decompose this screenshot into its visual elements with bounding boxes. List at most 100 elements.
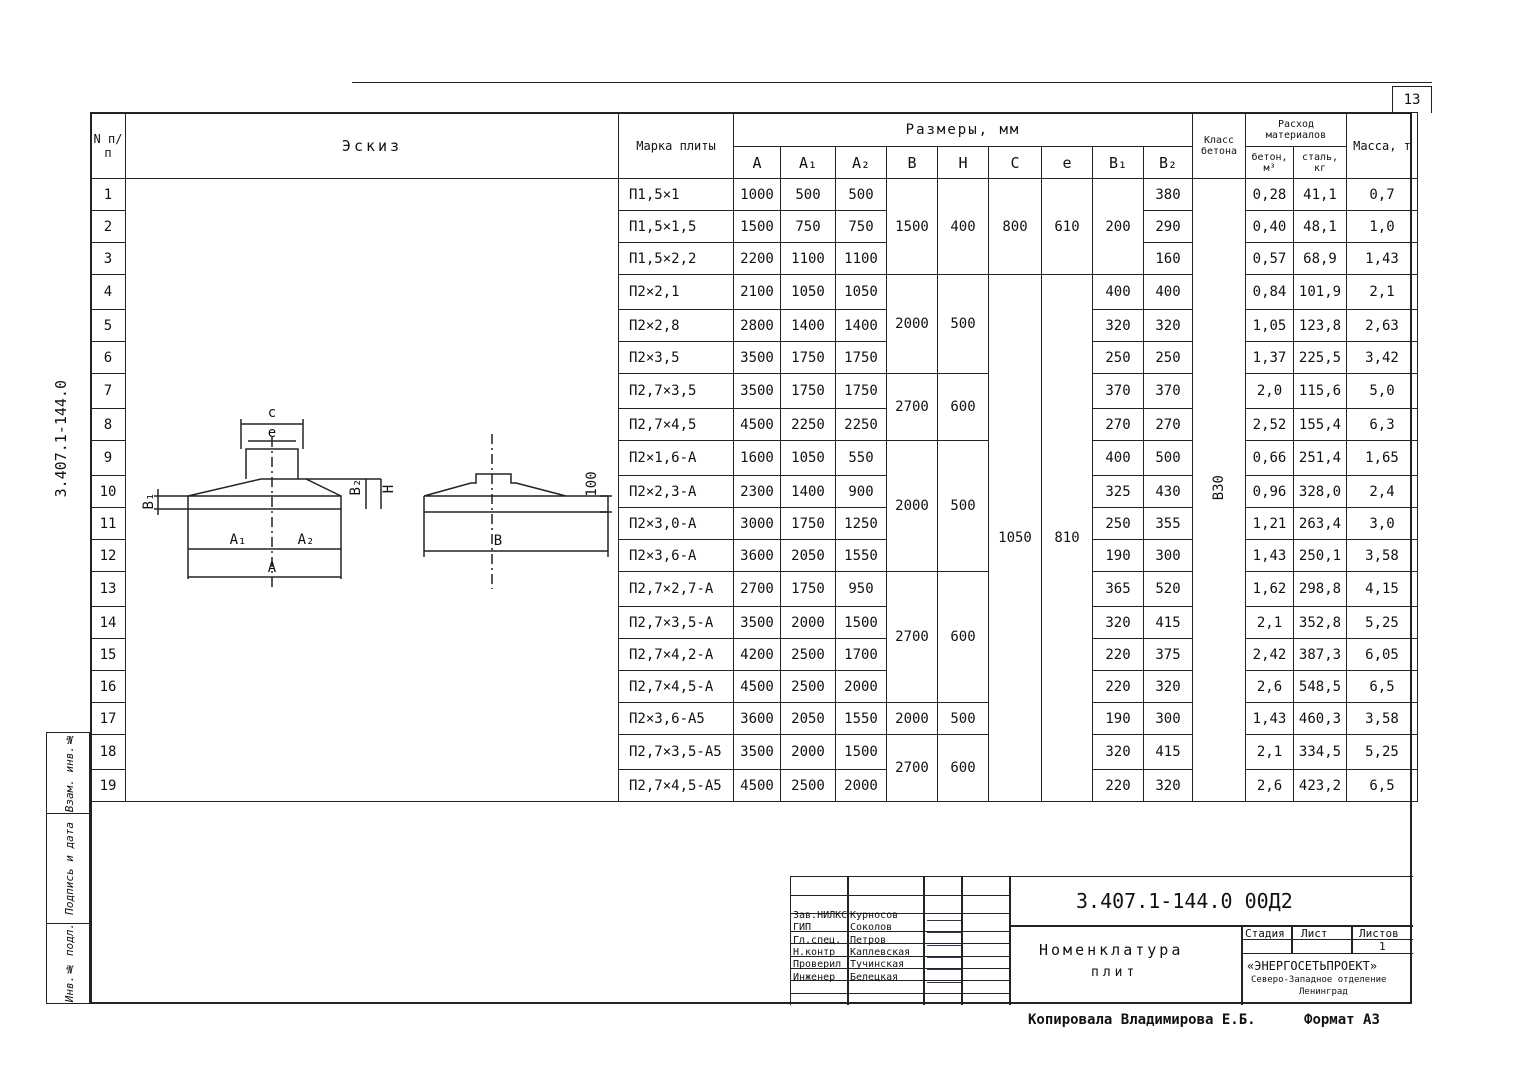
- dim-a1: 1750: [780, 507, 836, 540]
- plate-mark: П2×3,6-А5: [618, 702, 734, 735]
- dim-a1: 2050: [780, 539, 836, 572]
- copied-by: Копировала Владимирова Е.Б.: [1028, 1012, 1256, 1028]
- plate-mark: П1,5×1,5: [618, 210, 734, 243]
- row-number: 2: [90, 210, 126, 243]
- dim-b: 2700: [886, 373, 938, 441]
- plate-mark: П2×2,3-А: [618, 475, 734, 508]
- plate-mass: 1,0: [1346, 210, 1418, 243]
- dim-a: 1500: [733, 210, 781, 243]
- row-number: 8: [90, 408, 126, 441]
- steel-mass: 298,8: [1293, 571, 1347, 607]
- plate-mark: П2×1,6-А: [618, 440, 734, 476]
- dim-a: 3600: [733, 539, 781, 572]
- concrete-volume: 1,62: [1245, 571, 1294, 607]
- dim-a2: 950: [835, 571, 887, 607]
- concrete-volume: 0,57: [1245, 242, 1294, 275]
- concrete-volume: 0,28: [1245, 178, 1294, 211]
- header-dim-col: e: [1041, 146, 1093, 179]
- dim-h: 600: [937, 734, 989, 802]
- dim-a2: 1700: [835, 638, 887, 671]
- plate-mark: П2,7×4,2-А: [618, 638, 734, 671]
- dim-b1: 400: [1092, 274, 1144, 310]
- row-number: 3: [90, 242, 126, 275]
- steel-mass: 334,5: [1293, 734, 1347, 770]
- title-block-line: [1241, 925, 1243, 1005]
- plate-mass: 3,58: [1346, 539, 1418, 572]
- plate-mass: 6,3: [1346, 408, 1418, 441]
- dim-a1: 1750: [780, 341, 836, 374]
- dim-a2: 900: [835, 475, 887, 508]
- plate-mark: П1,5×2,2: [618, 242, 734, 275]
- margin-stamp: Взам. инв.№ Подпись и дата Инв.№ подл.: [46, 732, 91, 1004]
- steel-mass: 251,4: [1293, 440, 1347, 476]
- dim-c: 800: [988, 178, 1042, 275]
- header-materials: Расход материалов: [1245, 112, 1347, 147]
- table-row: 19 П2,7×4,5-А5 4500 2500 2000 220 320 2,6 423,2 6…: [90, 769, 1418, 802]
- dim-b1: 220: [1092, 769, 1144, 802]
- steel-mass: 225,5: [1293, 341, 1347, 374]
- sketch-cell: c e B₁ B₂ H A₁ A₂ A B 100: [125, 178, 619, 802]
- dim-a2: 1550: [835, 702, 887, 735]
- row-number: 6: [90, 341, 126, 374]
- dim-a: 3000: [733, 507, 781, 540]
- header-dim-col: B₂: [1143, 146, 1193, 179]
- concrete-volume: 2,52: [1245, 408, 1294, 441]
- dim-a: 2100: [733, 274, 781, 310]
- title-block-line: [791, 931, 1009, 932]
- staff-signature: [927, 959, 961, 971]
- dim-a1: 2500: [780, 638, 836, 671]
- dim-a: 2800: [733, 309, 781, 342]
- dim-a2: 1100: [835, 242, 887, 275]
- plate-mark: П2,7×4,5-А: [618, 670, 734, 703]
- header-mass: Масса, т: [1346, 112, 1418, 179]
- row-number: 19: [90, 769, 126, 802]
- dim-b2: 430: [1143, 475, 1193, 508]
- concrete-volume: 2,0: [1245, 373, 1294, 409]
- dim-a2: 1500: [835, 606, 887, 639]
- plate-mass: 5,25: [1346, 606, 1418, 639]
- plate-mass: 3,42: [1346, 341, 1418, 374]
- dim-b2: 320: [1143, 670, 1193, 703]
- dim-b2: 320: [1143, 769, 1193, 802]
- plate-mark: П2×3,6-А: [618, 539, 734, 572]
- dim-h: 500: [937, 702, 989, 735]
- steel-mass: 155,4: [1293, 408, 1347, 441]
- header-dim-col: H: [937, 146, 989, 179]
- dim-a2: 1050: [835, 274, 887, 310]
- dim-b2: 160: [1143, 242, 1193, 275]
- dim-a2: 2000: [835, 670, 887, 703]
- dim-b1: 325: [1092, 475, 1144, 508]
- dim-b2: 400: [1143, 274, 1193, 310]
- steel-mass: 387,3: [1293, 638, 1347, 671]
- dim-a2: 1500: [835, 734, 887, 770]
- staff-signature: [927, 910, 961, 921]
- plate-sketch: ce B₁ B₂ H A₁ A₂ A B 100: [141, 405, 612, 589]
- steel-mass: 41,1: [1293, 178, 1347, 211]
- concrete-volume: 0,96: [1245, 475, 1294, 508]
- table-row: 15 П2,7×4,2-А 4200 2500 1700 220 375 2,42 387,3 6…: [90, 638, 1418, 671]
- plate-mass: 5,25: [1346, 734, 1418, 770]
- dim-a2: 1750: [835, 373, 887, 409]
- title-block-line: [1241, 939, 1413, 940]
- staff-name: Белецкая: [850, 971, 899, 983]
- steel-mass: 68,9: [1293, 242, 1347, 275]
- header-n: N п/п: [90, 112, 126, 179]
- staff-name: Курносов: [850, 910, 899, 921]
- sheets-value: 1: [1379, 940, 1386, 953]
- concrete-volume: 2,6: [1245, 670, 1294, 703]
- staff-name: Петров: [850, 934, 887, 946]
- dim-a: 4500: [733, 769, 781, 802]
- plate-mass: 1,43: [1346, 242, 1418, 275]
- sketch-label-c: c: [268, 405, 276, 421]
- sketch-label-b2: B₂: [348, 479, 364, 496]
- staff-role: Гл.спец.: [793, 934, 842, 946]
- dim-b: 2700: [886, 734, 938, 802]
- plate-mark: П2,7×4,5-А5: [618, 769, 734, 802]
- dim-a: 4500: [733, 670, 781, 703]
- dim-b1: 190: [1092, 539, 1144, 572]
- concrete-volume: 1,21: [1245, 507, 1294, 540]
- dim-a: 4200: [733, 638, 781, 671]
- sketch-label-a2: A₂: [298, 532, 315, 548]
- dim-b1: 320: [1092, 734, 1144, 770]
- dim-b1: 370: [1092, 373, 1144, 409]
